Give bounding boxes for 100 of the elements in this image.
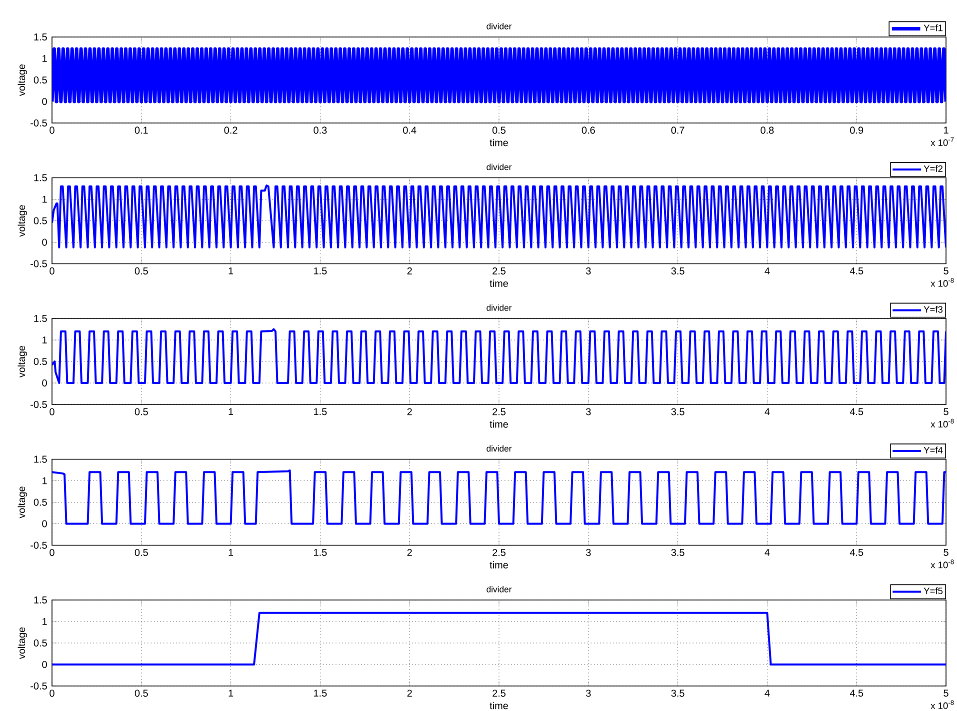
x-tick-label: 1.5 [314,408,327,416]
y-tick-label: 0.5 [34,639,47,647]
y-tick-label: 1.5 [34,596,47,604]
legend-label: Y=f1 [924,24,942,32]
y-axis-title: voltage [18,346,28,378]
line-series [52,469,946,525]
x-tick-label: 0 [50,408,54,416]
x-tick-label: 4.5 [850,548,864,556]
y-axis-title: voltage [18,486,28,518]
x-tick-label: 5 [944,548,948,556]
x-tick-label: 2.5 [492,408,506,416]
y-tick-label: 1 [42,618,47,625]
y-tick-label: 0 [42,520,47,528]
y-tick-label: 0 [42,660,47,668]
x-tick-label: 4 [764,408,770,416]
x-axis-title: time [490,138,508,146]
chart-title: divider [486,445,512,452]
x-tick-label: 2 [407,690,412,697]
x-tick-label: 3 [586,408,591,416]
y-axis-title: voltage [18,64,28,96]
x-tick-label: 3 [586,267,591,274]
x-tick-label: 4.5 [850,267,864,274]
legend-label: Y=f4 [924,446,943,454]
legend-label: Y=f3 [924,306,943,313]
y-axis-title: voltage [18,627,28,660]
x-tick-label: 0.6 [582,126,595,134]
x-tick-label: 1 [228,408,234,416]
x-tick-label: 3 [586,548,591,556]
x-axis-title: time [490,561,508,568]
y-tick-label: 1.5 [34,456,47,463]
x-tick-label: 0.4 [403,126,416,134]
x-tick-label: 5 [944,267,948,274]
chart-title: divider [486,22,512,30]
line-series [52,184,946,248]
chart-title: divider [486,164,512,170]
x-tick-label: 0.9 [850,126,864,134]
x-tick-label: 2.5 [492,690,506,697]
x-tick-label: 0 [50,690,54,697]
chart-title: divider [486,586,512,592]
y-tick-label: 0.5 [34,217,47,224]
x-tick-label: 4.5 [850,690,864,697]
y-tick-label: 0.5 [34,358,47,366]
y-tick-label: 0 [42,98,47,106]
text: x 10$^{-8}$ [930,700,954,709]
x-tick-label: 0.5 [492,126,506,134]
x-tick-label: 3.5 [671,548,684,556]
x-tick-label: 1 [944,126,948,134]
x-tick-label: 0.7 [671,126,684,134]
x-tick-label: 4.5 [850,408,864,416]
y-tick-label: 1.5 [34,34,47,40]
x-tick-label: 0.5 [134,548,148,556]
x-tick-label: 2 [407,267,412,274]
x-tick-label: 1 [228,548,234,556]
x-tick-label: 4 [764,267,770,274]
x-tick-label: 1.5 [314,548,327,556]
x-tick-label: 0.1 [134,126,148,134]
y-tick-label: 1 [42,477,47,484]
y-tick-label: -0.5 [30,260,47,268]
x-tick-label: 1.5 [314,690,327,697]
x-tick-label: 0.5 [134,690,148,697]
x-tick-label: 1.5 [314,267,327,274]
y-tick-label: -0.5 [30,400,47,408]
y-tick-label: 0 [42,238,47,246]
x-tick-label: 1 [228,690,234,697]
x-tick-label: 0 [50,267,54,274]
y-tick-label: 1.5 [34,315,47,322]
x-tick-label: 3 [586,690,591,697]
x-tick-label: 0.5 [134,408,148,416]
y-tick-label: 1 [42,336,47,344]
x-tick-label: 2 [407,408,412,416]
text: x 10$^{-8}$ [930,278,954,287]
x-tick-label: 4 [764,548,770,556]
x-tick-label: 0 [50,126,54,134]
x-tick-label: 0.5 [134,267,148,274]
y-tick-label: 1.5 [34,174,47,182]
y-tick-label: 1 [42,196,47,203]
chart-title: divider [486,304,512,311]
y-tick-label: -0.5 [30,682,47,690]
y-tick-label: 0.5 [34,498,47,506]
x-tick-label: 0 [50,548,54,556]
x-axis-title: time [490,702,508,710]
y-tick-label: 0 [42,379,47,387]
text: x 10$^{-8}$ [930,418,954,428]
x-tick-label: 0.3 [314,126,327,134]
x-tick-label: 3.5 [671,267,684,274]
y-tick-label: -0.5 [30,119,47,127]
x-tick-label: 3.5 [671,408,684,416]
x-tick-label: 3.5 [671,690,684,697]
x-tick-label: 5 [944,690,948,697]
y-tick-label: 1 [42,55,47,62]
y-tick-label: 0.5 [34,76,47,84]
x-axis-title: time [490,420,508,428]
y-tick-label: -0.5 [30,542,47,549]
x-tick-label: 0.8 [760,126,774,134]
x-axis-title: time [490,280,508,287]
legend-label: Y=f5 [924,587,943,594]
x-tick-label: 2.5 [492,548,506,556]
text: x 10$^{-7}$ [930,137,954,146]
x-tick-label: 2 [407,548,412,556]
x-tick-label: 2.5 [492,267,506,274]
